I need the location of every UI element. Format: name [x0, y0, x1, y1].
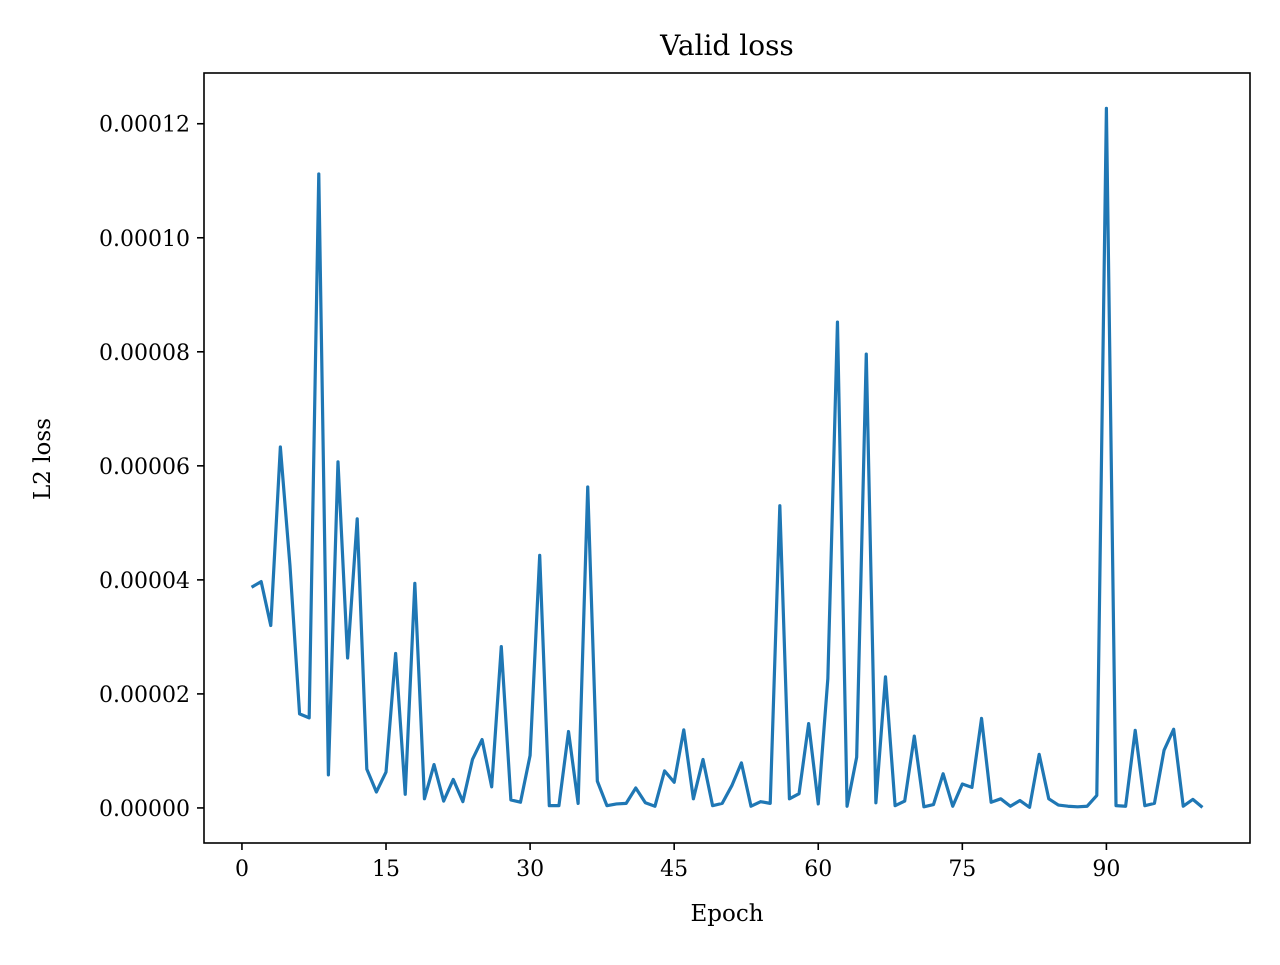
- x-tick-label: 45: [660, 857, 688, 882]
- x-tick-label: 90: [1092, 857, 1120, 882]
- y-tick-label: 0.00006: [99, 455, 190, 480]
- x-tick-label: 60: [804, 857, 832, 882]
- plot-area: [250, 106, 1204, 809]
- x-tick-label: 75: [948, 857, 976, 882]
- y-axis-label: L2 loss: [30, 418, 56, 500]
- y-tick-label: 0.00012: [99, 113, 190, 138]
- y-tick-label: 0.00010: [99, 227, 190, 252]
- chart-title: Valid loss: [659, 29, 794, 62]
- axes-frame: [203, 72, 1251, 844]
- x-axis-label: Epoch: [690, 901, 763, 927]
- x-tick-label: 0: [235, 857, 249, 882]
- y-tick-label: 0.00008: [99, 341, 190, 366]
- axes: 0 15 30 45 60 75 90 0.00000 0.00002 0.00004 0.0000…: [99, 72, 1251, 882]
- y-tick-label: 0.00002: [99, 683, 190, 708]
- y-tick-label: 0.00000: [99, 797, 190, 822]
- series-line-0: [250, 106, 1204, 809]
- x-tick-label: 30: [516, 857, 544, 882]
- x-tick-label: 15: [372, 857, 400, 882]
- y-tick-label: 0.00004: [99, 569, 190, 594]
